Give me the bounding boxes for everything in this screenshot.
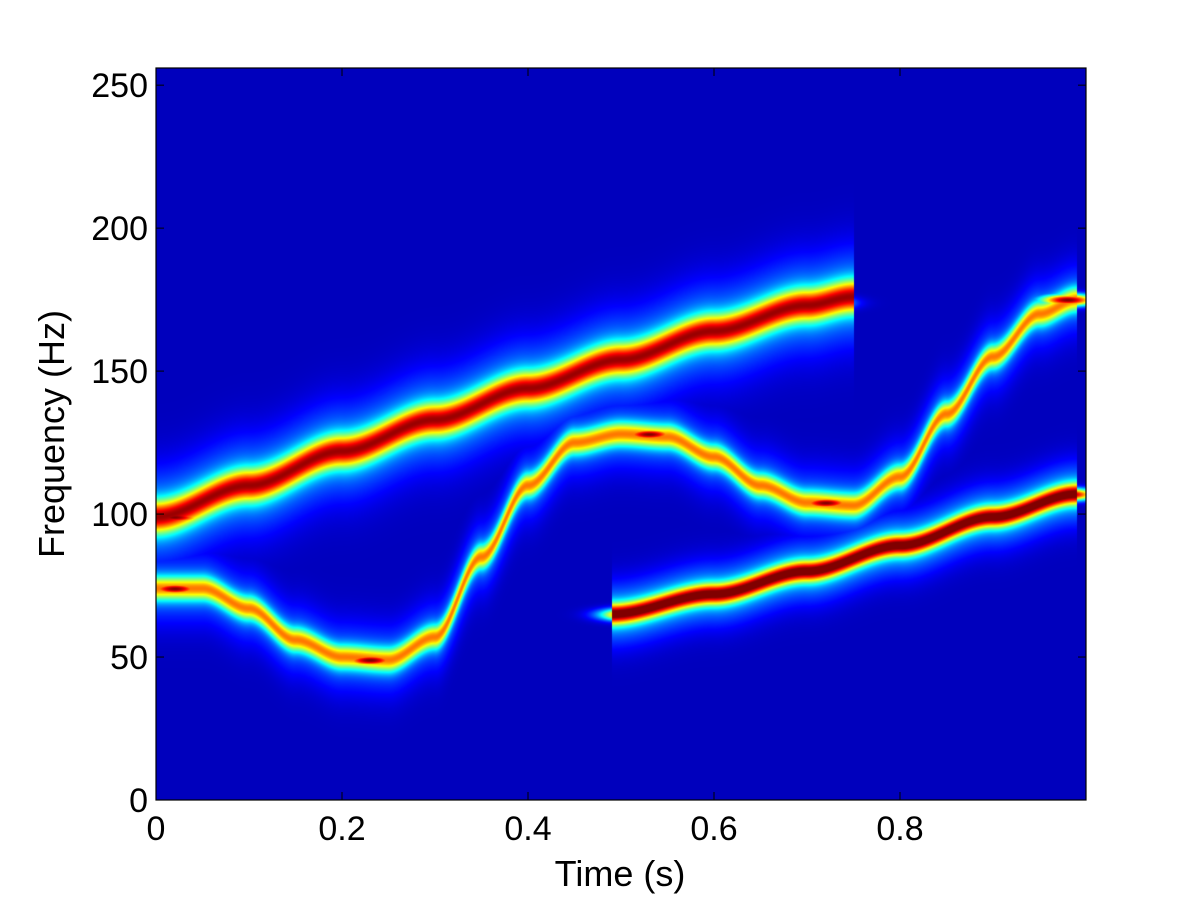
plot-area <box>155 67 1087 801</box>
x-tick-label: 0.4 <box>504 810 551 848</box>
y-axis-label: Frequency (Hz) <box>31 310 72 558</box>
y-tick-label: 100 <box>91 496 148 534</box>
y-tick-label: 250 <box>91 67 148 105</box>
heatmap-image <box>156 68 1086 800</box>
heatmap-canvas <box>156 68 1086 800</box>
x-tick-label: 0.6 <box>690 810 737 848</box>
y-tick-label: 0 <box>129 782 148 820</box>
x-axis-ticks: 0 0.2 0.4 0.6 0.8 <box>147 68 924 848</box>
x-tick-label: 0.8 <box>876 810 923 848</box>
axes-frame <box>155 67 1087 801</box>
x-axis-label: Time (s) <box>555 853 686 894</box>
y-tick-label: 200 <box>91 210 148 248</box>
y-axis-ticks: 0 50 100 150 200 250 <box>91 67 1086 820</box>
y-tick-label: 150 <box>91 353 148 391</box>
x-tick-label: 0 <box>147 810 166 848</box>
x-tick-label: 0.2 <box>318 810 365 848</box>
y-tick-label: 50 <box>110 639 148 677</box>
